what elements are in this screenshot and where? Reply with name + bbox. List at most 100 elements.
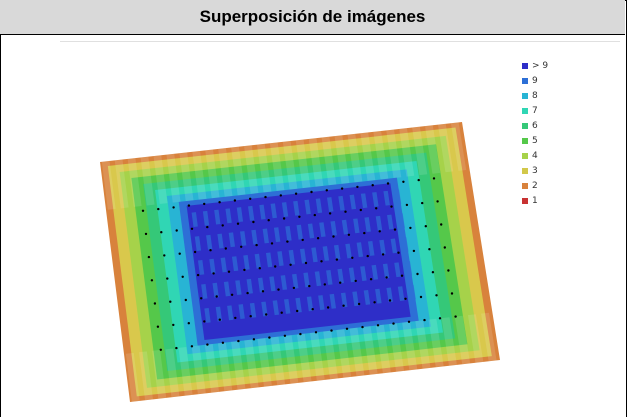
camera-position-dot: [262, 290, 264, 292]
camera-position-dot: [382, 253, 384, 255]
legend-item: > 9: [522, 58, 582, 73]
legend-item: 9: [522, 73, 582, 88]
camera-position-dot: [243, 269, 245, 271]
camera-position-dot: [172, 324, 174, 326]
camera-position-dot: [157, 326, 159, 328]
camera-position-dot: [284, 335, 286, 337]
camera-position-dot: [327, 306, 329, 308]
camera-position-dot: [370, 278, 372, 280]
camera-position-dot: [283, 217, 285, 219]
camera-position-dot: [302, 239, 304, 241]
camera-position-dot: [194, 251, 196, 253]
camera-position-dot: [274, 265, 276, 267]
camera-position-dot: [404, 298, 406, 300]
camera-position-dot: [197, 274, 199, 276]
camera-position-dot: [390, 205, 392, 207]
camera-position-dot: [259, 267, 261, 269]
legend-label: 6: [532, 121, 538, 131]
camera-position-dot: [305, 262, 307, 264]
camera-position-dot: [418, 179, 420, 181]
camera-position-dot: [281, 312, 283, 314]
legend-label: 8: [532, 91, 538, 101]
legend-item: 3: [522, 163, 582, 178]
legend-label: 2: [532, 181, 538, 191]
camera-position-dot: [373, 301, 375, 303]
camera-position-dot: [219, 319, 221, 321]
camera-position-dot: [253, 338, 255, 340]
camera-position-dot: [222, 342, 224, 344]
camera-position-dot: [296, 310, 298, 312]
legend-label: > 9: [532, 61, 548, 71]
camera-position-dot: [344, 211, 346, 213]
camera-position-dot: [166, 277, 168, 279]
camera-position-dot: [447, 269, 449, 271]
camera-position-dot: [425, 225, 427, 227]
camera-position-dot: [401, 275, 403, 277]
legend-item: 8: [522, 88, 582, 103]
camera-position-dot: [342, 305, 344, 307]
camera-position-dot: [314, 214, 316, 216]
camera-position-dot: [440, 223, 442, 225]
camera-position-dot: [394, 228, 396, 230]
camera-position-dot: [225, 247, 227, 249]
camera-position-dot: [439, 317, 441, 319]
camera-position-dot: [397, 252, 399, 254]
camera-position-dot: [377, 324, 379, 326]
camera-position-dot: [234, 317, 236, 319]
camera-position-dot: [231, 294, 233, 296]
camera-position-dot: [315, 331, 317, 333]
camera-position-dot: [252, 221, 254, 223]
legend-label: 9: [532, 76, 538, 86]
camera-position-dot: [218, 201, 220, 203]
legend-label: 1: [532, 196, 538, 206]
camera-position-dot: [209, 249, 211, 251]
legend-swatch: [522, 93, 528, 99]
camera-position-dot: [406, 204, 408, 206]
camera-position-dot: [160, 231, 162, 233]
camera-position-dot: [330, 329, 332, 331]
camera-position-dot: [277, 288, 279, 290]
camera-position-dot: [145, 233, 147, 235]
camera-position-dot: [185, 299, 187, 301]
camera-position-dot: [293, 287, 295, 289]
camera-position-dot: [289, 264, 291, 266]
camera-position-dot: [421, 202, 423, 204]
camera-position-dot: [413, 250, 415, 252]
camera-position-dot: [191, 228, 193, 230]
camera-position-dot: [320, 260, 322, 262]
camera-position-dot: [416, 273, 418, 275]
camera-position-dot: [176, 229, 178, 231]
camera-position-dot: [268, 219, 270, 221]
camera-position-dot: [420, 296, 422, 298]
camera-position-dot: [200, 297, 202, 299]
camera-position-dot: [444, 246, 446, 248]
camera-position-dot: [310, 191, 312, 193]
camera-position-dot: [298, 216, 300, 218]
legend-swatch: [522, 183, 528, 189]
legend-item: 2: [522, 178, 582, 193]
section-title: Superposición de imágenes: [200, 7, 426, 27]
legend-swatch: [522, 153, 528, 159]
camera-position-dot: [312, 308, 314, 310]
camera-position-dot: [408, 321, 410, 323]
camera-position-dot: [423, 319, 425, 321]
legend-item: 6: [522, 118, 582, 133]
legend: > 9987654321: [522, 58, 582, 208]
camera-position-dot: [348, 234, 350, 236]
camera-position-dot: [179, 253, 181, 255]
camera-position-dot: [428, 248, 430, 250]
camera-position-dot: [240, 246, 242, 248]
camera-position-dot: [346, 328, 348, 330]
camera-position-dot: [148, 256, 150, 258]
camera-position-dot: [355, 280, 357, 282]
camera-position-dot: [172, 206, 174, 208]
camera-position-dot: [250, 315, 252, 317]
camera-position-dot: [356, 186, 358, 188]
camera-position-dot: [206, 226, 208, 228]
camera-position-dot: [280, 194, 282, 196]
camera-position-dot: [271, 242, 273, 244]
legend-item: 5: [522, 133, 582, 148]
camera-position-dot: [436, 200, 438, 202]
legend-label: 5: [532, 136, 538, 146]
camera-position-dot: [336, 258, 338, 260]
